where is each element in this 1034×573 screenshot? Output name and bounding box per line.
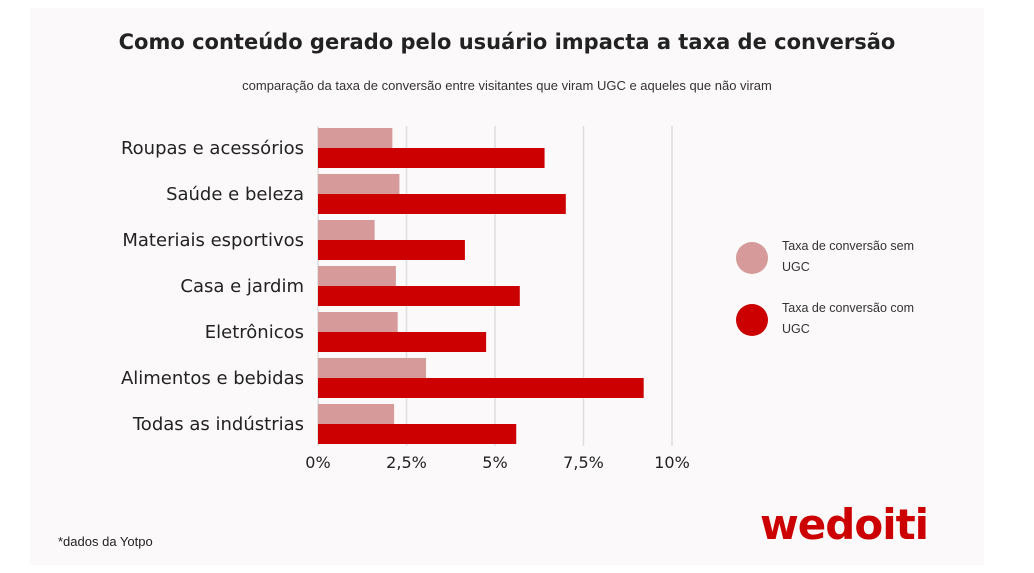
category-label-5: Alimentos e bebidas bbox=[121, 368, 304, 389]
x-tick-label-0: 0% bbox=[305, 453, 330, 472]
legend-item-with-ugc: Taxa de conversão com UGC bbox=[736, 298, 946, 352]
x-tick-label-3: 7,5% bbox=[563, 453, 604, 472]
bar-with-ugc-1 bbox=[318, 194, 566, 214]
bar-with-ugc-5 bbox=[318, 378, 644, 398]
brand-logo: wedoiti bbox=[760, 500, 929, 549]
category-label-1: Saúde e beleza bbox=[166, 184, 304, 205]
legend: Taxa de conversão sem UGC Taxa de conver… bbox=[736, 236, 946, 360]
bar-with-ugc-6 bbox=[318, 424, 517, 444]
bar-with-ugc-4 bbox=[318, 332, 487, 352]
category-label-4: Eletrônicos bbox=[205, 322, 304, 343]
bar-with-ugc-3 bbox=[318, 286, 520, 306]
category-label-2: Materiais esportivos bbox=[122, 230, 304, 251]
legend-label-without-ugc: Taxa de conversão sem UGC bbox=[782, 239, 915, 274]
legend-swatch-without-ugc bbox=[736, 242, 768, 274]
bar-with-ugc-2 bbox=[318, 240, 465, 260]
bar-without-ugc-5 bbox=[318, 358, 426, 378]
bar-without-ugc-2 bbox=[318, 220, 375, 240]
chart-subtitle: comparação da taxa de conversão entre vi… bbox=[242, 78, 772, 93]
x-tick-label-2: 5% bbox=[482, 453, 507, 472]
source-footnote: *dados da Yotpo bbox=[58, 534, 153, 549]
legend-label-with-ugc: Taxa de conversão com UGC bbox=[782, 301, 915, 336]
x-tick-label-1: 2,5% bbox=[386, 453, 427, 472]
bar-without-ugc-0 bbox=[318, 128, 393, 148]
category-label-3: Casa e jardim bbox=[180, 276, 304, 297]
chart-card: Como conteúdo gerado pelo usuário impact… bbox=[30, 8, 984, 565]
bar-without-ugc-4 bbox=[318, 312, 398, 332]
chart-title: Como conteúdo gerado pelo usuário impact… bbox=[118, 30, 896, 54]
bar-without-ugc-6 bbox=[318, 404, 395, 424]
bar-without-ugc-1 bbox=[318, 174, 400, 194]
bar-with-ugc-0 bbox=[318, 148, 545, 168]
bar-chart: Roupas e acessórios Saúde e beleza Materia… bbox=[121, 126, 690, 472]
x-tick-label-4: 10% bbox=[654, 453, 690, 472]
category-label-6: Todas as indústrias bbox=[132, 414, 304, 435]
category-label-0: Roupas e acessórios bbox=[121, 138, 304, 159]
legend-swatch-with-ugc bbox=[736, 304, 768, 336]
legend-item-without-ugc: Taxa de conversão sem UGC bbox=[736, 236, 946, 290]
bar-without-ugc-3 bbox=[318, 266, 396, 286]
